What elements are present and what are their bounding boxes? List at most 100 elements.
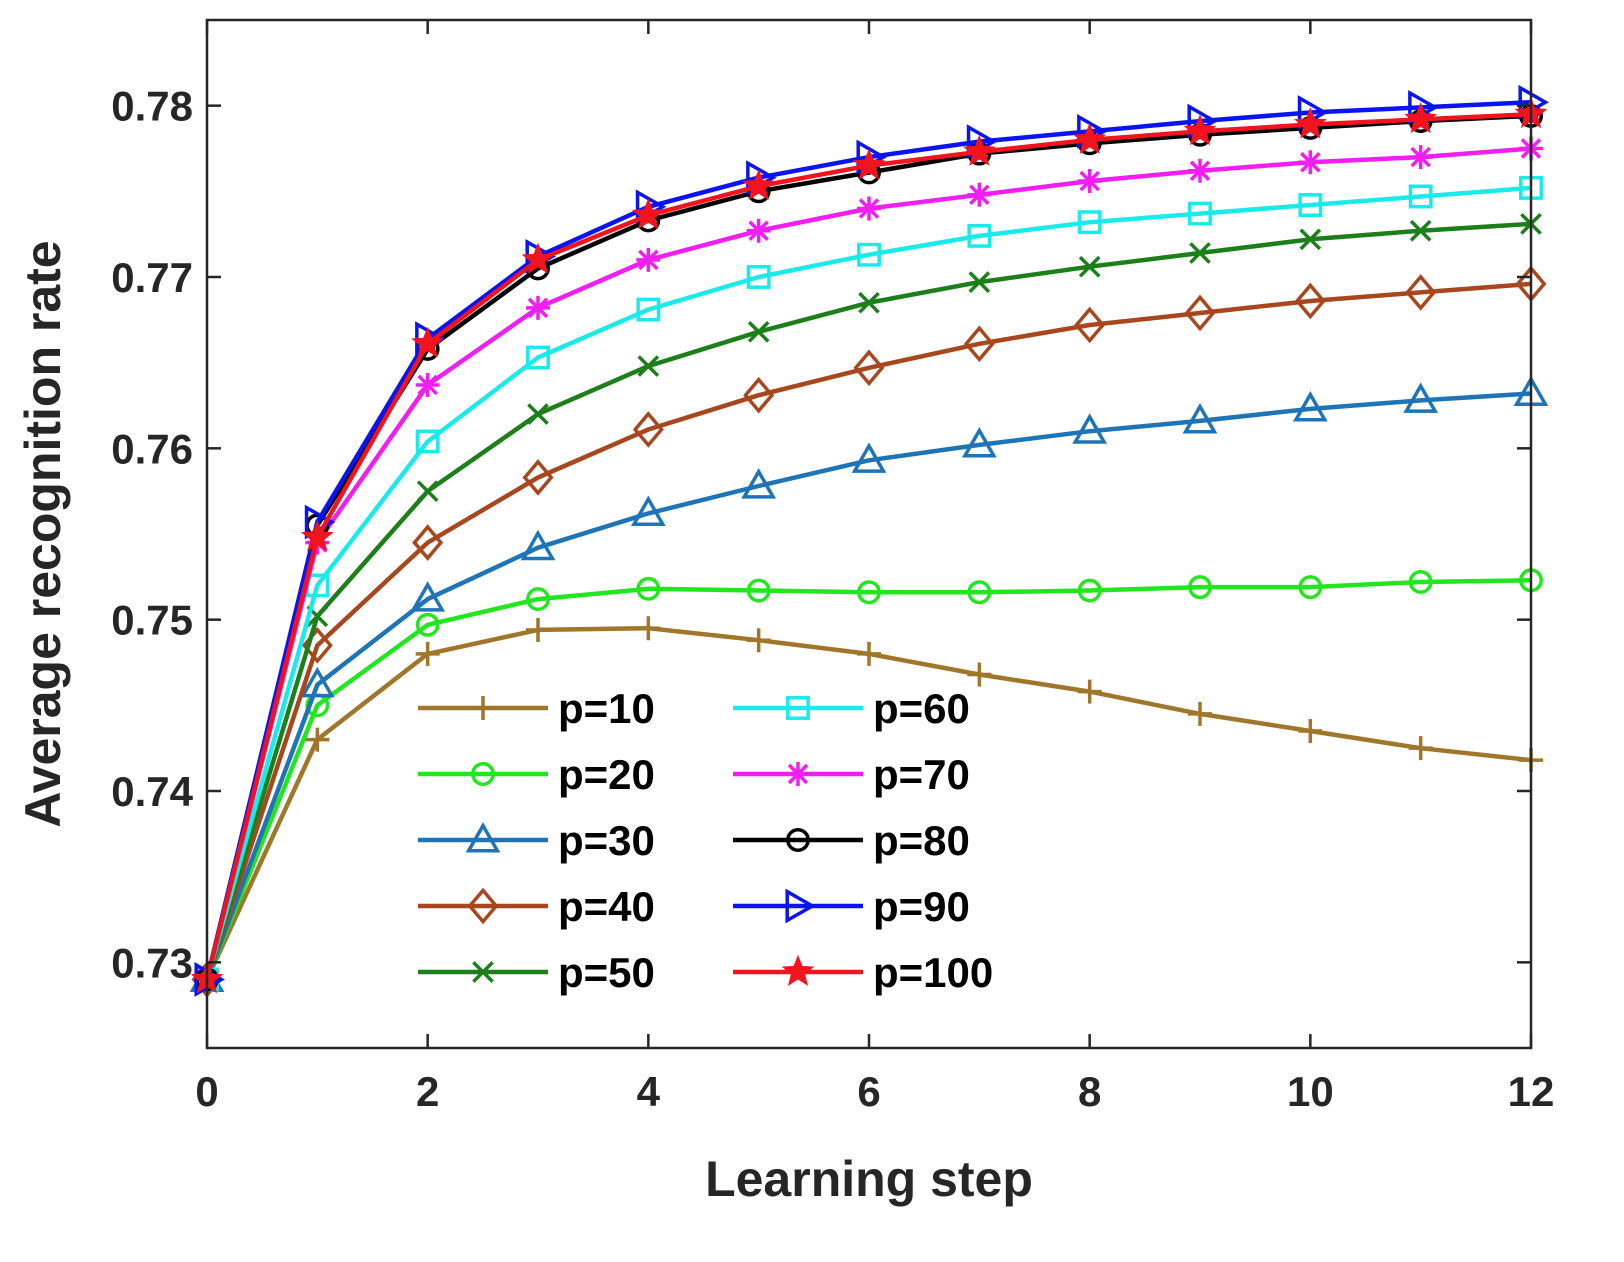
marker-x <box>527 403 549 425</box>
marker-square <box>1077 210 1102 235</box>
legend-item: p=50 <box>418 949 655 996</box>
x-tick-label: 0 <box>195 1068 218 1115</box>
marker-star <box>1404 102 1438 134</box>
marker-diamond <box>1074 306 1106 344</box>
y-tick-label: 0.78 <box>111 83 193 130</box>
marker-x <box>1299 228 1322 251</box>
marker-asterisk <box>746 218 771 243</box>
series-line <box>204 391 1532 981</box>
marker-asterisk <box>526 295 550 320</box>
marker-plus <box>746 628 771 653</box>
marker-circle <box>471 762 495 786</box>
marker-square <box>526 345 550 370</box>
legend-label: p=30 <box>558 817 655 864</box>
marker-square <box>857 242 881 267</box>
marker-x <box>858 291 880 314</box>
marker-star <box>300 520 334 552</box>
x-tick-label: 4 <box>637 1068 661 1115</box>
marker-plus <box>415 641 440 666</box>
y-tick-label: 0.74 <box>111 768 193 815</box>
marker-circle <box>967 580 992 605</box>
marker-triangle-up <box>465 822 501 853</box>
marker-triangle-right <box>785 888 816 924</box>
y-tick-label: 0.73 <box>111 939 193 986</box>
marker-star <box>781 954 815 986</box>
marker-square <box>1188 201 1212 226</box>
marker-square <box>415 429 440 454</box>
marker-diamond <box>1405 274 1437 311</box>
marker-star <box>1293 107 1327 139</box>
marker-triangle-up <box>851 442 887 473</box>
legend-item: p=40 <box>418 883 655 930</box>
x-tick-label: 6 <box>857 1068 880 1115</box>
marker-circle <box>526 587 550 612</box>
series-line <box>204 185 1532 981</box>
marker-triangle-up <box>741 468 777 499</box>
marker-star <box>1073 122 1107 154</box>
marker-asterisk <box>786 762 810 786</box>
y-tick-label: 0.77 <box>111 254 193 301</box>
legend-item: p=100 <box>733 949 993 996</box>
marker-square <box>1298 193 1323 217</box>
marker-asterisk <box>636 247 661 272</box>
marker-star <box>962 134 996 166</box>
marker-circle <box>786 828 810 852</box>
marker-x <box>747 320 770 343</box>
x-tick-label: 10 <box>1287 1068 1334 1115</box>
marker-diamond <box>1294 282 1326 320</box>
marker-star <box>1183 114 1217 146</box>
marker-diamond <box>632 411 664 448</box>
series-line <box>204 578 1532 981</box>
marker-asterisk <box>415 372 440 397</box>
legend-label: p=20 <box>558 751 655 798</box>
y-tick-label: 0.76 <box>111 425 193 472</box>
marker-triangle-up <box>1403 382 1439 413</box>
legend-label: p=70 <box>873 751 970 798</box>
marker-circle <box>415 612 440 637</box>
legend-item: p=60 <box>733 685 970 732</box>
x-tick-label: 2 <box>416 1068 439 1115</box>
x-tick-label: 12 <box>1508 1068 1555 1115</box>
marker-star <box>631 198 665 230</box>
y-axis-label: Average recognition rate <box>15 240 71 827</box>
marker-asterisk <box>857 196 881 221</box>
marker-asterisk <box>1077 169 1102 194</box>
marker-triangle-up <box>1072 413 1108 444</box>
marker-diamond <box>963 325 995 363</box>
series-p-10 <box>195 616 1543 992</box>
marker-plus <box>1408 736 1433 761</box>
marker-plus <box>857 641 881 666</box>
legend-label: p=40 <box>558 883 655 930</box>
marker-x <box>472 961 494 983</box>
marker-plus <box>1077 679 1102 704</box>
marker-triangle-up <box>520 529 556 561</box>
marker-asterisk <box>1188 158 1212 183</box>
marker-star <box>742 169 776 201</box>
x-tick-label: 8 <box>1078 1068 1101 1115</box>
marker-plus <box>526 617 550 642</box>
marker-asterisk <box>1298 150 1323 175</box>
marker-diamond <box>743 376 775 414</box>
marker-diamond <box>467 887 499 925</box>
marker-diamond <box>1184 294 1216 332</box>
marker-star <box>521 242 555 274</box>
marker-circle <box>857 580 881 605</box>
marker-square <box>1408 184 1433 209</box>
marker-x <box>968 271 991 293</box>
legend-label: p=80 <box>873 817 970 864</box>
marker-x <box>416 480 439 503</box>
y-tick-label: 0.75 <box>111 597 193 644</box>
marker-diamond <box>853 349 885 387</box>
marker-triangle-up <box>630 495 666 526</box>
marker-plus <box>967 662 992 687</box>
marker-star <box>411 326 445 358</box>
marker-circle <box>1077 578 1102 603</box>
marker-plus <box>636 616 661 641</box>
marker-circle <box>1188 575 1212 600</box>
legend-item: p=80 <box>733 817 970 864</box>
x-axis-label: Learning step <box>705 1151 1033 1207</box>
legend-label: p=90 <box>873 883 970 930</box>
series-line <box>204 281 1532 981</box>
